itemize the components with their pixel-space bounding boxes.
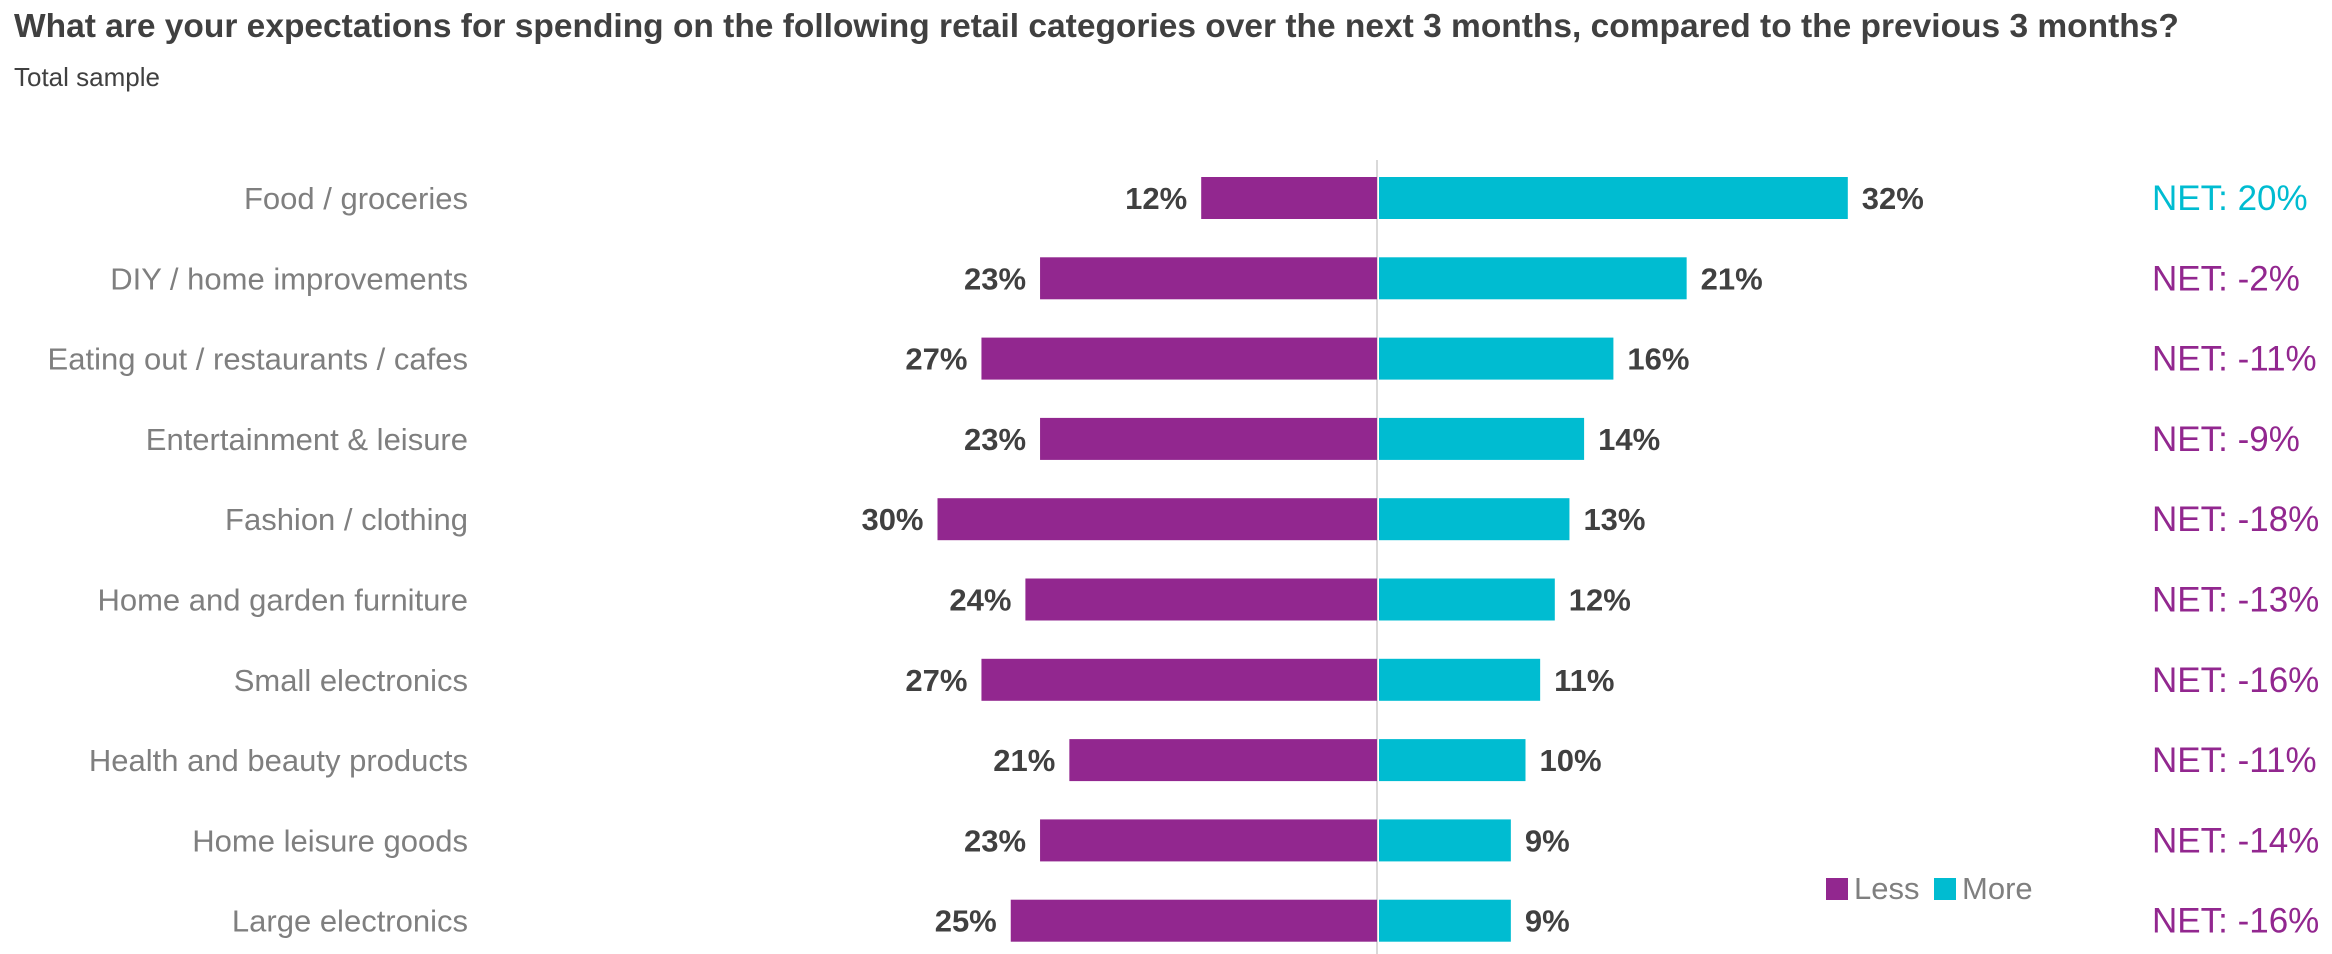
value-label-more: 12%: [1569, 583, 1631, 618]
category-label: Entertainment & leisure: [146, 422, 468, 457]
bar-more: [1379, 578, 1555, 621]
category-label: Eating out / restaurants / cafes: [48, 342, 468, 377]
net-label: NET: -14%: [2152, 821, 2319, 860]
value-label-less: 27%: [905, 663, 967, 698]
legend-swatch-less: [1826, 878, 1848, 900]
value-label-less: 21%: [993, 743, 1055, 778]
bar-more: [1379, 417, 1585, 460]
bar-less: [937, 498, 1377, 541]
bar-less: [981, 658, 1377, 701]
category-label: Large electronics: [232, 904, 468, 939]
category-label: Small electronics: [234, 663, 468, 698]
category-label: DIY / home improvements: [110, 261, 468, 296]
bar-less: [1069, 739, 1377, 782]
bar-more: [1379, 177, 1848, 219]
value-label-more: 13%: [1583, 502, 1645, 537]
legend-label-more: More: [1962, 871, 2033, 906]
value-label-less: 30%: [861, 502, 923, 537]
bar-more: [1379, 337, 1614, 380]
value-label-less: 27%: [905, 342, 967, 377]
bar-less: [1040, 257, 1377, 300]
value-label-less: 23%: [964, 823, 1026, 858]
category-label: Food / groceries: [244, 181, 468, 216]
legend-swatch-more: [1934, 878, 1956, 900]
net-label: NET: -16%: [2152, 902, 2319, 941]
value-label-more: 11%: [1554, 663, 1614, 698]
bar-more: [1379, 739, 1526, 782]
value-label-less: 12%: [1125, 181, 1187, 216]
category-label: Home leisure goods: [192, 823, 468, 858]
bar-more: [1379, 498, 1570, 541]
net-label: NET: -11%: [2152, 741, 2317, 780]
value-label-more: 9%: [1525, 823, 1570, 858]
labels-layer: Food / groceries 12% 32% NET: 20% DIY / home…: [48, 179, 2320, 941]
bar-less: [1025, 578, 1377, 621]
bar-less: [1201, 177, 1377, 219]
category-label: Health and beauty products: [89, 743, 468, 778]
value-label-more: 32%: [1862, 181, 1924, 216]
chart-title: What are your expectations for spending …: [14, 8, 2179, 45]
net-label: NET: 20%: [2152, 179, 2308, 218]
net-label: NET: -13%: [2152, 581, 2319, 620]
chart-subtitle: Total sample: [14, 62, 160, 92]
bar-more: [1379, 899, 1511, 942]
net-label: NET: -18%: [2152, 500, 2319, 539]
value-label-more: 21%: [1701, 261, 1763, 296]
bar-more: [1379, 257, 1687, 300]
net-label: NET: -16%: [2152, 661, 2319, 700]
value-label-less: 25%: [935, 904, 997, 939]
bar-more: [1379, 658, 1541, 701]
net-label: NET: -9%: [2152, 420, 2300, 459]
value-label-less: 24%: [949, 583, 1011, 618]
value-label-more: 9%: [1525, 904, 1570, 939]
bar-less: [1040, 819, 1377, 862]
bar-more: [1379, 819, 1511, 862]
bar-less: [981, 337, 1377, 380]
bars-layer: [937, 177, 1848, 942]
net-label: NET: -2%: [2152, 259, 2300, 298]
category-label: Home and garden furniture: [97, 583, 468, 618]
category-label: Fashion / clothing: [225, 502, 468, 537]
value-label-less: 23%: [964, 261, 1026, 296]
value-label-more: 16%: [1627, 342, 1689, 377]
bar-less: [1010, 899, 1377, 942]
legend: Less More: [1826, 871, 2033, 906]
value-label-more: 10%: [1540, 743, 1602, 778]
bar-less: [1040, 417, 1377, 460]
legend-label-less: Less: [1854, 871, 1919, 906]
net-label: NET: -11%: [2152, 340, 2317, 379]
value-label-more: 14%: [1598, 422, 1660, 457]
value-label-less: 23%: [964, 422, 1026, 457]
